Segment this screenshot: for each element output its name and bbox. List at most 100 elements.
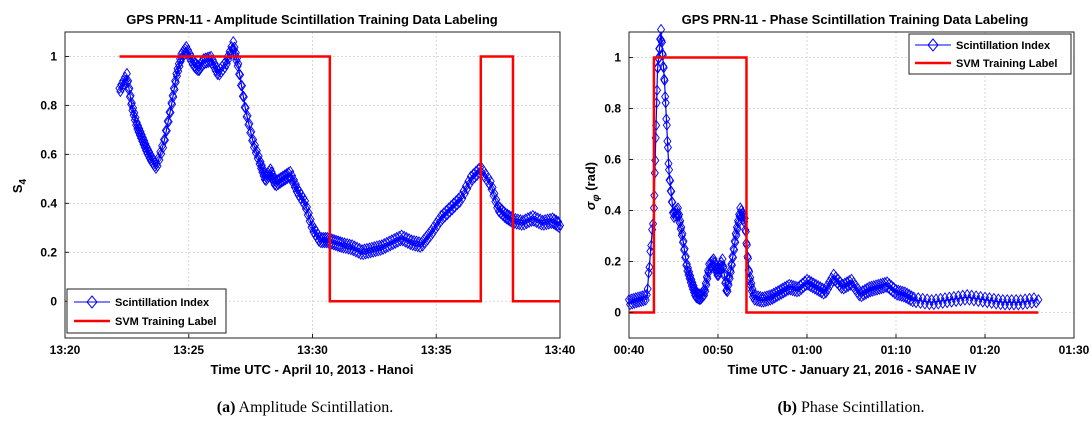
data-point-marker: [418, 240, 427, 252]
data-point-marker: [141, 138, 150, 150]
data-point-marker: [275, 177, 285, 190]
data-point-marker: [367, 241, 376, 254]
data-point-marker: [765, 289, 774, 302]
data-point-marker: [905, 288, 914, 301]
data-point-marker: [343, 237, 352, 250]
data-point-marker: [279, 174, 288, 187]
data-point-marker: [664, 157, 673, 170]
data-point-marker: [443, 208, 452, 221]
data-point-marker: [682, 258, 691, 270]
x-tick-label: 00:50: [703, 343, 734, 357]
data-point-marker: [220, 61, 229, 74]
data-point-marker: [211, 64, 220, 77]
data-point-marker: [673, 207, 682, 220]
legend: Scintillation Index SVM Training Label: [66, 288, 227, 334]
data-point-marker: [776, 283, 785, 296]
series-line: [118, 42, 561, 253]
data-point-marker: [237, 80, 247, 92]
data-point-marker: [249, 133, 258, 146]
data-point-marker: [643, 283, 652, 295]
data-point-marker: [887, 279, 896, 292]
data-point-marker: [731, 236, 740, 249]
data-point-marker: [162, 125, 171, 137]
data-point-marker: [816, 281, 825, 293]
data-point-marker: [288, 169, 297, 182]
data-point-marker: [642, 288, 651, 301]
data-point-marker: [222, 58, 231, 70]
data-point-marker: [236, 69, 245, 81]
data-point-marker: [183, 47, 192, 60]
data-point-marker: [947, 296, 956, 308]
data-point-marker: [210, 57, 219, 70]
data-point-marker: [292, 185, 301, 198]
data-point-marker: [360, 243, 369, 255]
data-point-marker: [533, 212, 542, 224]
data-point-marker: [164, 115, 173, 128]
data-point-marker: [235, 68, 244, 81]
data-point-marker: [822, 279, 832, 292]
data-point-marker: [662, 119, 671, 131]
data-point-marker: [716, 262, 725, 275]
data-point-marker: [722, 283, 731, 296]
y-tick-label: 0.8: [40, 98, 57, 112]
data-point-marker: [256, 155, 265, 168]
data-point-marker: [1027, 297, 1036, 309]
data-point-marker: [163, 115, 172, 128]
data-point-marker: [746, 271, 755, 284]
data-point-marker: [949, 290, 958, 303]
data-point-marker: [317, 231, 326, 244]
data-point-marker: [723, 285, 732, 298]
data-point-marker: [702, 279, 711, 291]
data-point-marker: [365, 242, 374, 254]
data-point-marker: [422, 230, 431, 243]
data-point-marker: [898, 285, 907, 298]
data-point-marker: [434, 213, 443, 226]
x-tick-label: 01:30: [1059, 343, 1090, 357]
data-point-marker: [883, 276, 892, 288]
legend-label-svm: SVM Training Label: [115, 316, 216, 328]
data-point-marker: [725, 272, 734, 285]
data-point-marker: [501, 207, 510, 219]
x-tick-label: 01:00: [792, 343, 823, 357]
data-point-marker: [886, 284, 895, 296]
data-point-marker: [427, 224, 436, 237]
data-point-marker: [468, 174, 477, 186]
data-point-marker: [767, 288, 776, 301]
data-point-marker: [319, 231, 328, 244]
data-point-marker: [661, 90, 670, 103]
data-point-marker: [727, 259, 736, 272]
data-point-marker: [430, 223, 440, 236]
data-point-marker: [943, 296, 952, 309]
x-tick-label: 13:30: [297, 343, 328, 357]
data-point-marker: [400, 230, 409, 243]
data-point-marker: [495, 201, 505, 214]
data-point-marker: [725, 271, 734, 283]
data-point-marker: [161, 124, 170, 137]
data-point-marker: [820, 283, 829, 296]
data-point-marker: [206, 50, 216, 63]
legend-diamond-marker: [86, 295, 98, 309]
data-point-marker: [130, 106, 139, 119]
legend-box: [66, 288, 227, 334]
data-point-marker: [538, 214, 547, 227]
data-point-marker: [288, 177, 298, 189]
data-point-marker: [419, 233, 428, 246]
chart-title: GPS PRN-11 - Amplitude Scintillation Tra…: [126, 12, 498, 27]
data-point-marker: [338, 236, 347, 249]
data-point-marker: [407, 234, 416, 246]
data-point-marker: [645, 261, 654, 273]
data-point-marker: [160, 134, 169, 146]
data-point-marker: [809, 277, 818, 290]
legend-label-index: Scintillation Index: [956, 40, 1051, 52]
data-point-marker: [555, 219, 565, 232]
data-point-marker: [701, 277, 710, 290]
data-point-marker: [644, 267, 653, 279]
data-point-marker: [685, 265, 694, 278]
data-point-marker: [952, 295, 961, 308]
y-tick-label: 0.6: [40, 147, 57, 161]
series-scintillation-index: [624, 23, 1043, 311]
data-point-marker: [724, 279, 733, 291]
data-point-marker: [455, 196, 464, 208]
data-point-marker: [747, 277, 756, 290]
data-point-marker: [811, 278, 820, 291]
